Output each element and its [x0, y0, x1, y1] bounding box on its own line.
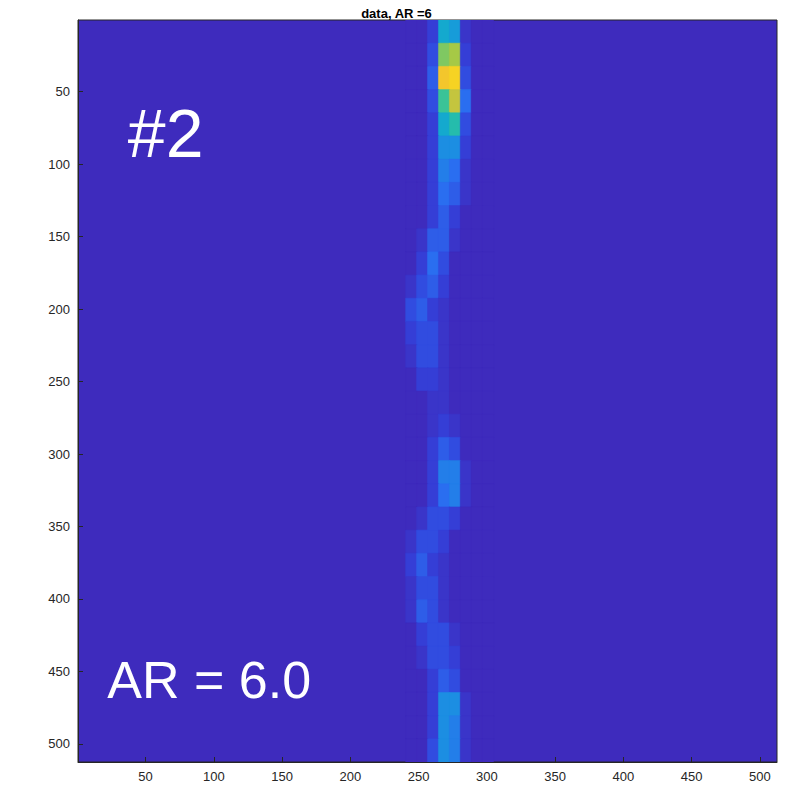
svg-text:data, AR =6: data, AR =6 — [361, 6, 432, 21]
svg-text:100: 100 — [203, 769, 225, 784]
svg-text:400: 400 — [48, 591, 70, 606]
svg-text:100: 100 — [48, 157, 70, 172]
svg-text:500: 500 — [48, 736, 70, 751]
svg-text:450: 450 — [681, 769, 703, 784]
svg-text:350: 350 — [544, 769, 566, 784]
svg-text:50: 50 — [138, 769, 152, 784]
svg-text:#2: #2 — [128, 95, 204, 171]
svg-text:400: 400 — [613, 769, 635, 784]
svg-text:200: 200 — [48, 302, 70, 317]
svg-text:150: 150 — [271, 769, 293, 784]
svg-text:450: 450 — [48, 664, 70, 679]
svg-text:150: 150 — [48, 229, 70, 244]
svg-text:200: 200 — [340, 769, 362, 784]
svg-text:250: 250 — [48, 374, 70, 389]
svg-text:500: 500 — [749, 769, 771, 784]
svg-text:AR = 6.0: AR = 6.0 — [107, 651, 311, 709]
svg-text:250: 250 — [408, 769, 430, 784]
svg-text:50: 50 — [56, 84, 70, 99]
svg-text:300: 300 — [476, 769, 498, 784]
svg-text:350: 350 — [48, 519, 70, 534]
svg-text:300: 300 — [48, 447, 70, 462]
